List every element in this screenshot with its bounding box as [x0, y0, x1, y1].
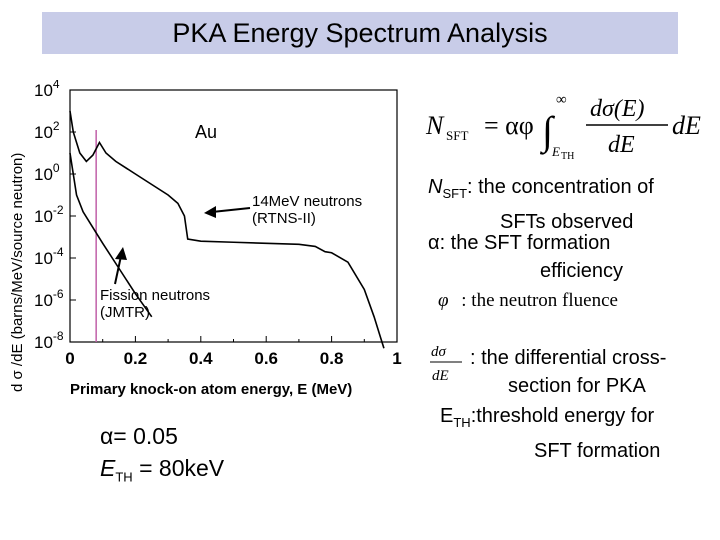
def-nsft-sub: SFT	[442, 186, 468, 201]
def-eth-text2: SFT formation	[534, 440, 661, 462]
def-dsigma-text: : the differential cross-	[470, 347, 667, 369]
def-phi: φ : the neutron fluence	[428, 287, 618, 315]
def-phi-sym: φ	[438, 290, 449, 311]
annotation-fission-line2: (JMTR)	[100, 304, 150, 321]
arrow-14mev	[204, 206, 251, 218]
x-tick-label: 0.6	[254, 349, 278, 368]
param-alpha: α= 0.05	[100, 423, 178, 449]
page-title: PKA Energy Spectrum Analysis	[172, 17, 548, 48]
y-tick-label: 102	[34, 119, 60, 142]
series-14mev-line	[69, 110, 385, 349]
title-banner: PKA Energy Spectrum Analysis	[42, 12, 678, 54]
integral-sign-icon: ∫	[539, 108, 556, 155]
x-tick-label: 1	[392, 349, 401, 368]
annotation-fission-line1: Fission neutrons	[100, 287, 210, 304]
formula-graphic: N SFT = αφ ∫ ∞ E TH dσ(E) dE dE	[425, 92, 701, 162]
y-axis-label: d σ /dE (barns/MeV/source neutron)	[9, 153, 26, 392]
def-phi-text: : the neutron fluence	[461, 290, 618, 311]
def-alpha-sym: α	[428, 232, 440, 254]
element-label: Au	[195, 122, 217, 142]
def-nsft-text: : the concentration of	[467, 176, 654, 198]
formula-num: dσ(E)	[590, 96, 644, 122]
series-fission-line	[69, 152, 153, 318]
y-tick-label: 10-2	[34, 203, 64, 226]
def-dsigma: dσ dE : the differential cross- section …	[428, 344, 666, 400]
def-eth-sub: TH	[453, 415, 471, 430]
param-eth: ETH = 80keV	[100, 452, 224, 494]
x-tick-label: 0.4	[189, 349, 213, 368]
x-axis-label: Primary knock-on atom energy, E (MeV)	[70, 381, 352, 398]
y-tick-label: 10-6	[34, 287, 64, 310]
dsigma-den: dE	[432, 368, 449, 384]
def-eth-sym: E	[440, 405, 454, 427]
parameters-block: α= 0.05 ETH = 80keV	[100, 420, 224, 494]
formula-lhs: N	[425, 111, 445, 140]
formula-tail: dE	[672, 111, 701, 140]
x-tick-label: 0.2	[124, 349, 148, 368]
def-dsigma-text2: section for PKA	[508, 375, 646, 397]
formula-upper: ∞	[556, 92, 567, 108]
sft-formula: N SFT = αφ ∫ ∞ E TH dσ(E) dE dE	[424, 84, 714, 171]
def-alpha-text2: efficiency	[540, 260, 624, 282]
def-alpha: α: the SFT formation efficiency	[428, 229, 623, 285]
formula-lower: E	[551, 144, 560, 159]
def-nsft-sym: N	[428, 176, 443, 198]
formula-lower-sub: TH	[561, 151, 574, 162]
def-nsft: NSFT: the concentration of SFTs observed	[428, 173, 654, 236]
def-eth: ETH:threshold energy for SFT formation	[440, 402, 660, 465]
dsigma-fraction: dσ dE	[430, 344, 462, 384]
y-tick-label: 100	[34, 161, 60, 184]
annotation-14mev-line2: (RTNS-II)	[252, 210, 316, 227]
formula-den: dE	[608, 132, 635, 158]
annotation-14mev-line1: 14MeV neutrons	[252, 193, 362, 210]
param-eth-val: = 80keV	[139, 455, 225, 481]
def-alpha-text: : the SFT formation	[439, 232, 611, 254]
x-tick-label: 0.8	[320, 349, 344, 368]
formula-eq: = αφ	[484, 111, 534, 140]
formula-lhs-sub: SFT	[446, 128, 468, 143]
arrow-fission	[114, 247, 127, 285]
dsigma-num: dσ	[431, 344, 447, 360]
param-eth-sym: E	[100, 455, 116, 481]
param-eth-sub: TH	[115, 469, 133, 485]
spectrum-chart: 0 0.2 0.4 0.6 0.8 110410210010-210-410-610-8 …	[9, 80, 402, 398]
y-tick-label: 10-4	[34, 245, 64, 268]
x-tick-label: 0	[65, 349, 74, 368]
def-eth-text: :threshold energy for	[470, 405, 655, 427]
y-tick-label: 104	[34, 80, 60, 100]
y-tick-label: 10-8	[34, 329, 64, 352]
def-nsft-text2: SFTs observed	[500, 211, 634, 233]
